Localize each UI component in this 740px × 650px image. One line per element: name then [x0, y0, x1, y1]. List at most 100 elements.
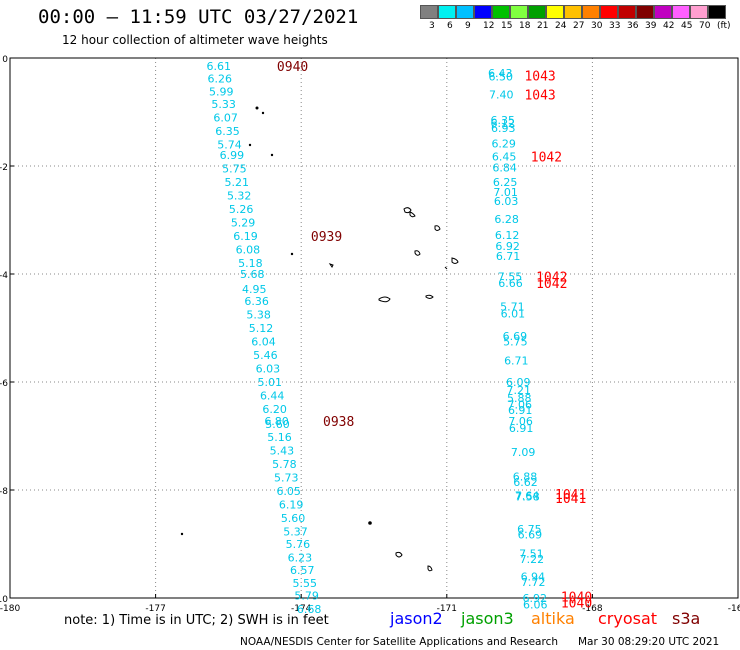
color-scale-label: 18 [519, 21, 531, 31]
color-scale-label: 21 [537, 21, 549, 31]
color-scale-swatch [672, 5, 690, 19]
color-scale-swatch [492, 5, 510, 19]
time-label: 0939 [311, 230, 342, 245]
time-label: 1040 [561, 596, 592, 611]
swh-value-label: 5.75 [222, 163, 247, 176]
island-outline [395, 551, 403, 558]
island-outlines [180, 106, 459, 572]
swh-value-label: 6.84 [492, 162, 517, 175]
swh-value-label: 5.60 [265, 418, 290, 431]
swh-value-label: 7.01 [493, 186, 517, 199]
swh-value-label: 6.12 [495, 229, 520, 242]
swh-value-label: 6.75 [517, 523, 542, 536]
swh-value-label: 6.88 [513, 471, 538, 484]
y-tick-label: -2 [0, 163, 8, 173]
swh-value-label: 6.08 [236, 244, 261, 257]
color-scale-label: (ft) [717, 21, 731, 31]
island-outline [434, 225, 441, 231]
swh-value-label: 6.05 [276, 485, 301, 498]
time-label: 1041 [555, 492, 586, 507]
swh-value-label: 6.29 [491, 137, 516, 150]
color-scale-label: 15 [501, 21, 513, 31]
x-tick-label: -165 [728, 604, 740, 614]
plot-frame [9, 57, 739, 599]
island-dot [180, 532, 184, 536]
swh-value-label: 6.19 [233, 230, 258, 243]
swh-value-label: 6.69 [518, 528, 543, 541]
island-dot [255, 106, 259, 110]
swh-value-label: 5.88 [507, 392, 532, 405]
color-scale-swatch [582, 5, 600, 19]
swh-value-label: 6.92 [523, 592, 548, 605]
swh-value-label: 6.91 [508, 404, 533, 417]
time-label: 1043 [524, 69, 555, 84]
swh-value-label: 5.29 [231, 217, 256, 230]
color-scale-label: 45 [681, 21, 693, 31]
time-label: 1042 [536, 277, 567, 292]
swh-value-label: 6.71 [496, 250, 521, 263]
swh-value-label: 5.21 [225, 176, 250, 189]
swh-value-label: 7.06 [507, 399, 532, 412]
color-scale-swatch [708, 5, 726, 19]
chart-title: 00:00 – 11:59 UTC 03/27/2021 [38, 6, 359, 28]
swh-value-label: 5.01 [258, 376, 283, 389]
x-tick-label: -171 [437, 604, 457, 614]
swh-value-label: 5.32 [227, 190, 252, 203]
swh-value-label: 5.78 [272, 458, 297, 471]
swh-value-label: 7.58 [515, 490, 540, 503]
swh-value-label: 6.80 [264, 415, 289, 428]
swh-value-label: 5.38 [246, 309, 271, 322]
color-scale-swatch [564, 5, 582, 19]
color-scale-swatch [690, 5, 708, 19]
swh-value-label: 6.61 [207, 60, 232, 73]
island-outline [328, 263, 334, 268]
island-outline [378, 296, 391, 303]
color-scale-swatch [654, 5, 672, 19]
swh-value-label: 5.43 [270, 445, 295, 458]
swh-value-label: 6.66 [498, 277, 523, 290]
swh-value-label: 5.73 [274, 472, 299, 485]
swh-value-label: 6.12 [490, 117, 514, 130]
swh-value-label: 6.23 [288, 552, 313, 565]
swh-value-label: 6.57 [290, 564, 315, 577]
swh-value-label: 5.46 [253, 349, 277, 362]
swh-value-label: 5.99 [209, 85, 234, 98]
color-scale-swatch [618, 5, 636, 19]
x-tick-label: -174 [291, 604, 312, 614]
swh-value-label: 6.68 [297, 603, 322, 616]
swh-value-label: 7.06 [508, 415, 533, 428]
color-scale-swatch [474, 5, 492, 19]
island-dot [248, 143, 252, 147]
island-dot [368, 521, 372, 525]
y-tick-label: -10 [0, 595, 8, 605]
swh-value-label: 7.22 [520, 553, 545, 566]
island-dot [261, 111, 265, 115]
color-scale-label: 27 [573, 21, 585, 31]
time-label: 1041 [555, 488, 586, 503]
swh-value-label: 5.76 [286, 538, 311, 551]
color-scale-swatch [636, 5, 654, 19]
color-scale-swatch [420, 5, 438, 19]
swh-value-label: 6.28 [494, 213, 519, 226]
island-outline [427, 565, 433, 572]
swh-value-label: 7.21 [506, 384, 530, 397]
legend-item-cryosat: cryosat [598, 609, 658, 628]
y-tick-label: -4 [0, 271, 8, 281]
swh-value-label: 6.92 [495, 240, 520, 253]
swh-value-label: 5.18 [238, 257, 263, 270]
swh-value-label: 6.99 [220, 149, 245, 162]
swh-value-label: 5.37 [283, 526, 308, 539]
swh-value-label: 6.44 [260, 390, 285, 403]
swh-value-label: 6.25 [493, 176, 518, 189]
swh-value-label: 5.12 [249, 322, 274, 335]
data-labels: 6.616.265.995.336.076.355.746.995.755.21… [207, 60, 593, 616]
swh-value-label: 6.19 [279, 499, 304, 512]
timestamp-text: Mar 30 08:29:20 UTC 2021 [578, 636, 720, 648]
chart-subtitle: 12 hour collection of altimeter wave hei… [62, 33, 328, 47]
swh-value-label: 6.62 [513, 476, 538, 489]
color-scale-swatch [438, 5, 456, 19]
color-scale-swatch [600, 5, 618, 19]
time-label: 1042 [536, 271, 567, 286]
swh-value-label: 5.16 [267, 431, 292, 444]
color-scale-swatch [528, 5, 546, 19]
